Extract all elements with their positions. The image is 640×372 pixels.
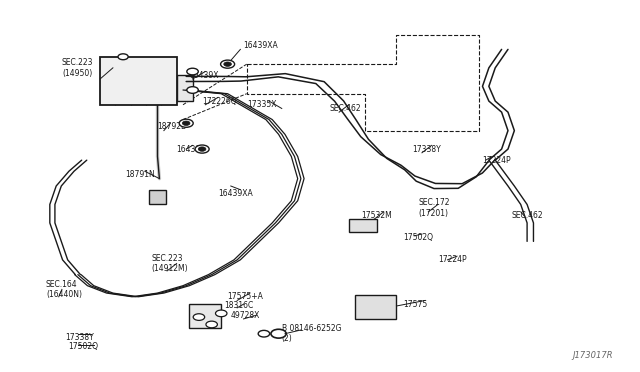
Text: 18791N: 18791N — [125, 170, 156, 179]
FancyBboxPatch shape — [100, 57, 177, 105]
Text: 17532M: 17532M — [362, 211, 392, 220]
Circle shape — [258, 330, 269, 337]
FancyBboxPatch shape — [355, 295, 396, 319]
Text: SEC.223
(14912M): SEC.223 (14912M) — [151, 254, 188, 273]
Circle shape — [179, 119, 193, 127]
Text: 17335X: 17335X — [246, 100, 276, 109]
FancyBboxPatch shape — [189, 304, 221, 328]
Text: 172226Q: 172226Q — [202, 97, 237, 106]
Text: 18316C: 18316C — [225, 301, 253, 311]
Circle shape — [195, 145, 209, 153]
Text: 49728X: 49728X — [231, 311, 260, 320]
Circle shape — [198, 147, 206, 151]
Text: 18792E: 18792E — [157, 122, 186, 131]
Text: J173017R: J173017R — [573, 350, 613, 359]
Circle shape — [118, 54, 128, 60]
Circle shape — [216, 310, 227, 317]
Circle shape — [182, 121, 190, 125]
Text: 17224P: 17224P — [438, 255, 467, 264]
Text: 16439X: 16439X — [177, 145, 206, 154]
Text: 17224P: 17224P — [483, 155, 511, 165]
Circle shape — [221, 60, 235, 68]
FancyBboxPatch shape — [149, 190, 166, 205]
Text: 17338Y: 17338Y — [412, 145, 441, 154]
Circle shape — [187, 87, 198, 93]
Circle shape — [187, 68, 198, 75]
Text: B: B — [262, 331, 266, 336]
Text: B 08146-6252G
(2): B 08146-6252G (2) — [282, 324, 341, 343]
Text: 17502Q: 17502Q — [68, 342, 99, 351]
Text: SEC.164
(16440N): SEC.164 (16440N) — [46, 280, 82, 299]
Text: 16439XA: 16439XA — [244, 41, 278, 50]
Circle shape — [193, 314, 205, 320]
Text: 17502Q: 17502Q — [403, 233, 433, 242]
Text: 16439XA: 16439XA — [218, 189, 253, 198]
Circle shape — [206, 321, 218, 328]
Circle shape — [271, 329, 286, 338]
Text: SEC.172
(17201): SEC.172 (17201) — [419, 198, 451, 218]
Circle shape — [224, 62, 232, 66]
FancyBboxPatch shape — [349, 219, 378, 232]
Text: SEC.462: SEC.462 — [330, 104, 361, 113]
Text: SEC.223
(14950): SEC.223 (14950) — [62, 58, 93, 77]
Text: 17575: 17575 — [403, 300, 427, 309]
Text: 17338Y: 17338Y — [65, 333, 94, 342]
FancyBboxPatch shape — [177, 75, 193, 101]
Text: SEC.462: SEC.462 — [511, 211, 543, 220]
Text: 16439X: 16439X — [189, 71, 219, 80]
Text: 17575+A: 17575+A — [228, 292, 264, 301]
